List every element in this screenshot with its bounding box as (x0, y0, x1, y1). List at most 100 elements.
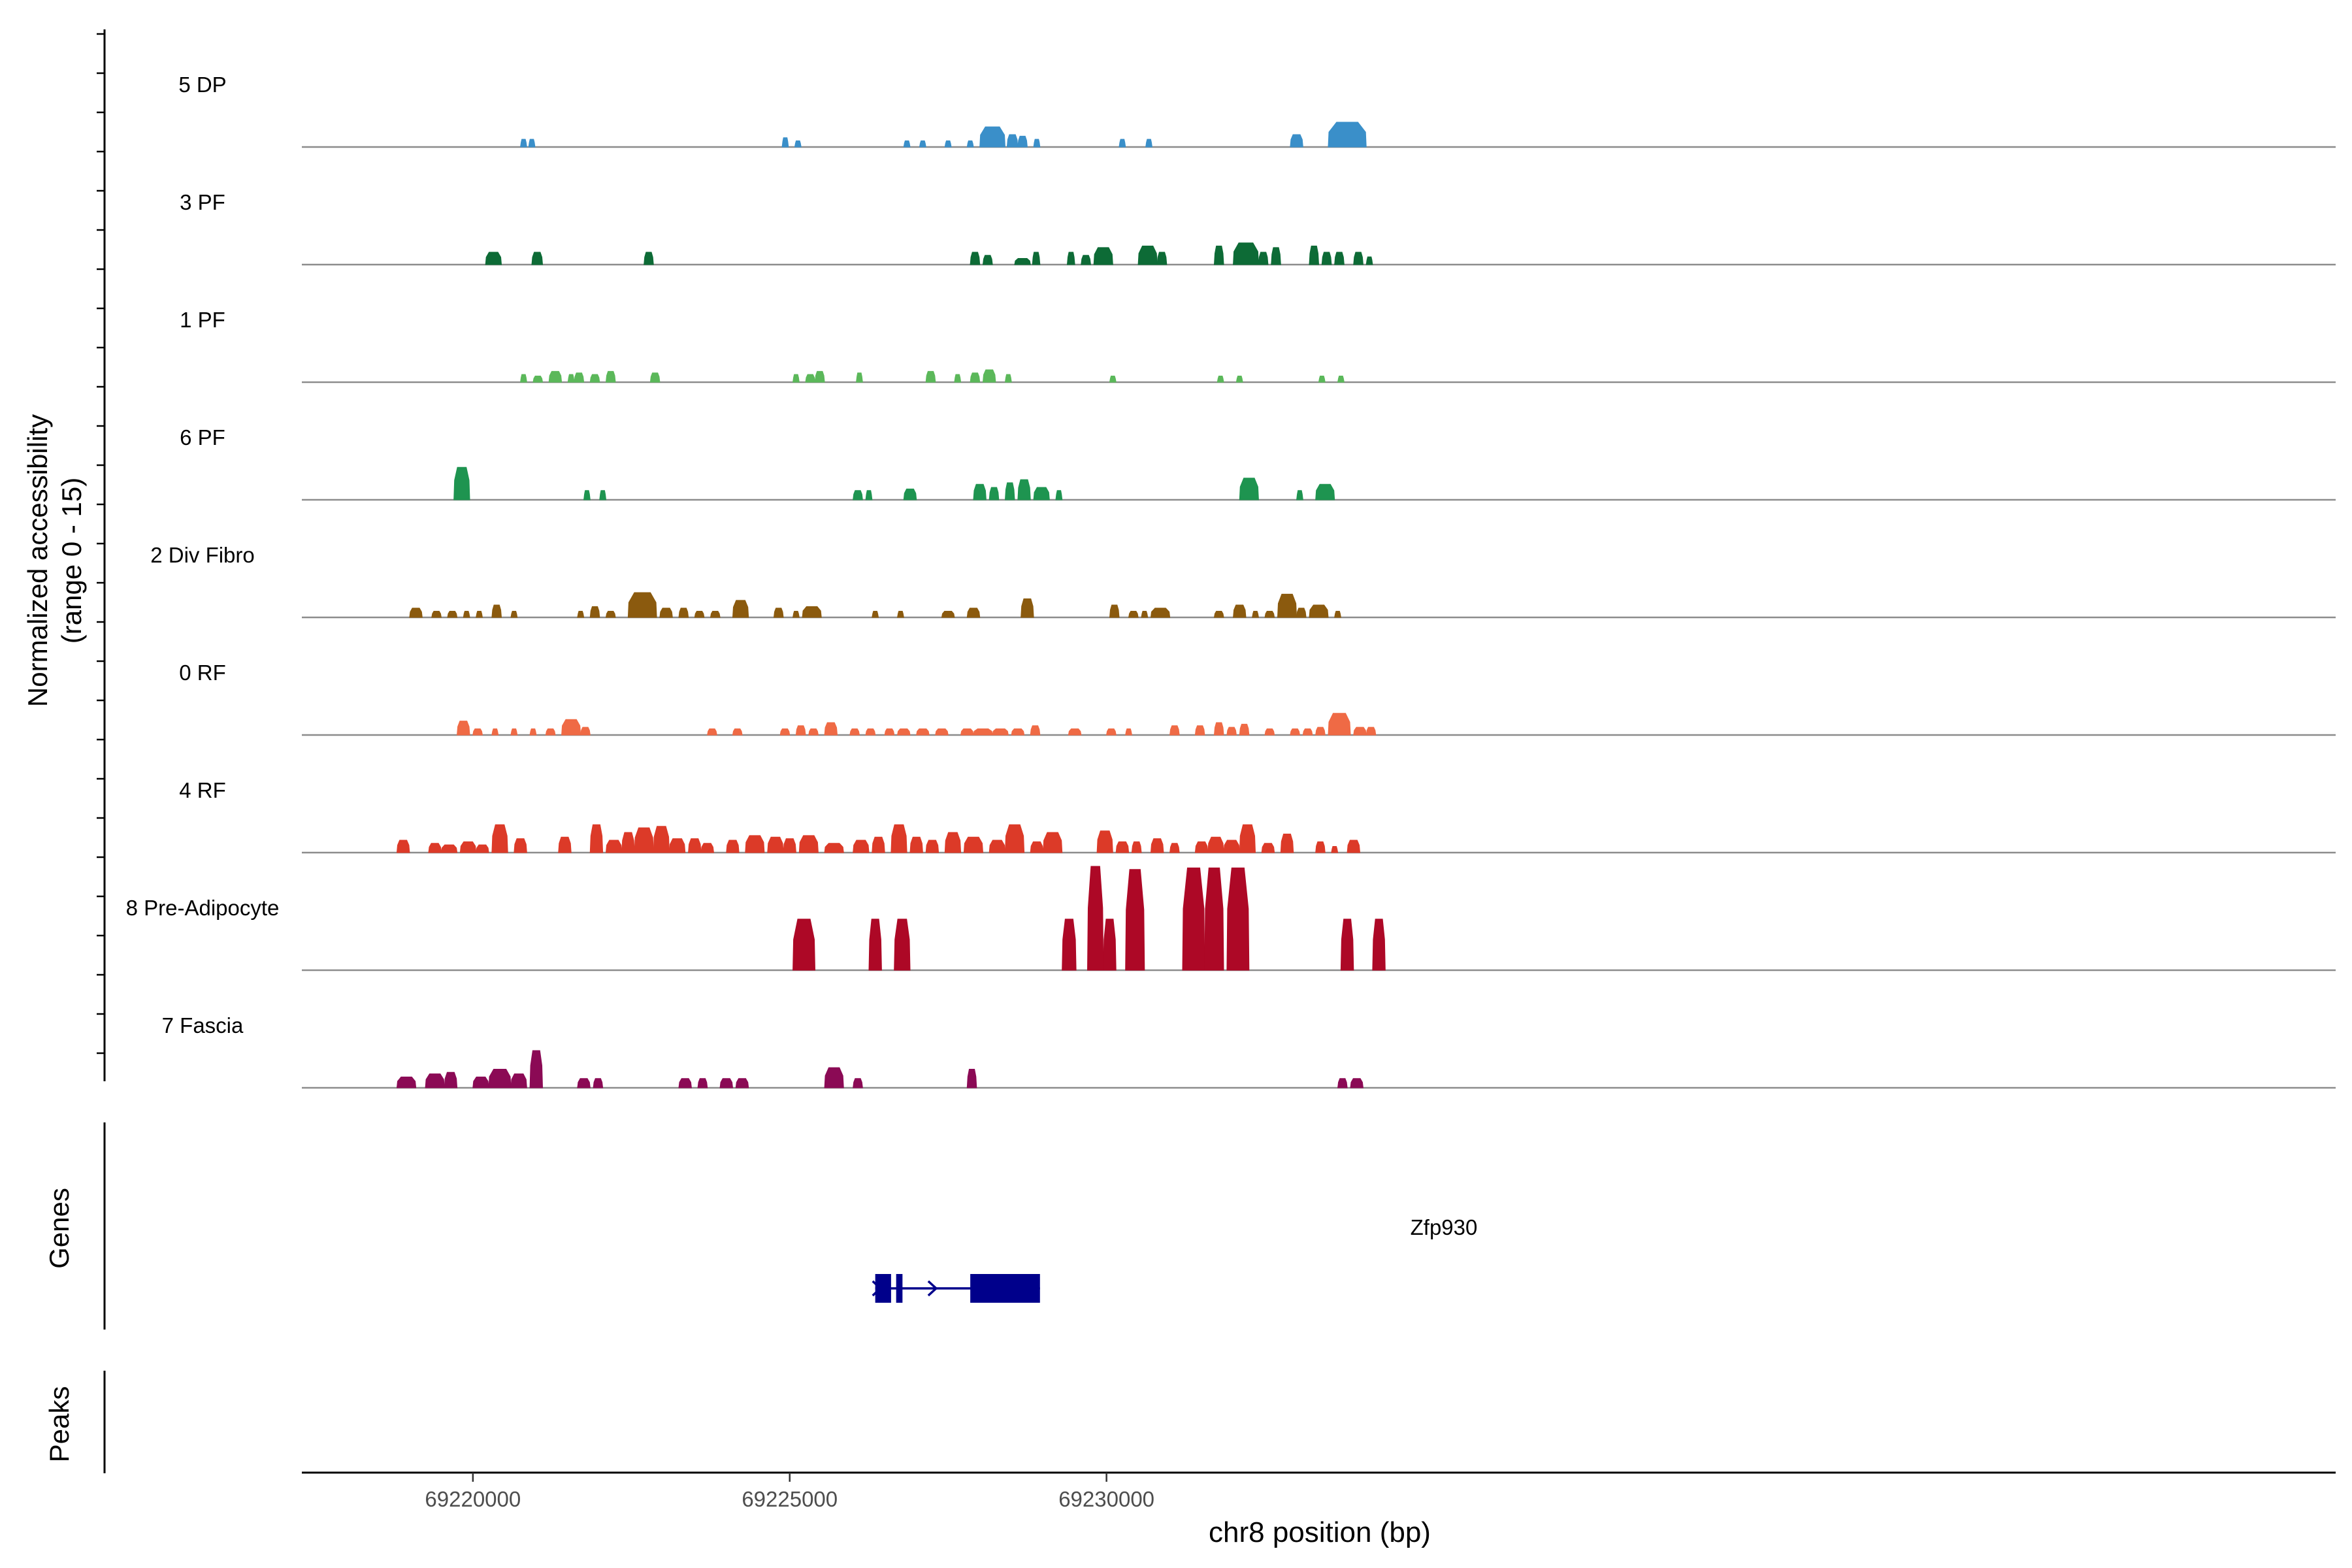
coverage-peak (548, 370, 563, 383)
coverage-peak (1004, 482, 1015, 500)
coverage-peak (1277, 593, 1298, 618)
coverage-peak (520, 139, 527, 148)
coverage-peak (726, 840, 740, 853)
coverage-peak (856, 372, 863, 383)
coverage-peak (935, 728, 949, 736)
coverage-peak (431, 611, 442, 618)
coverage-peak (649, 372, 661, 383)
coverage-peak (653, 826, 670, 853)
genes-track-label: Genes (44, 1188, 74, 1269)
coverage-peak (1137, 246, 1158, 265)
coverage-peak (428, 843, 442, 853)
coverage-peak (1043, 832, 1063, 853)
coverage-peak (897, 728, 911, 736)
coverage-peak (824, 1067, 844, 1088)
coverage-peak (1350, 1078, 1364, 1088)
coverage-peak (1353, 252, 1364, 265)
coverage-peak (1321, 252, 1332, 265)
coverage-peak (444, 1071, 458, 1088)
coverage-peak (697, 1078, 708, 1088)
coverage-peak (1328, 122, 1367, 148)
coverage-peak (779, 728, 791, 736)
coverage-peak (954, 374, 962, 383)
coverage-peak (982, 369, 996, 383)
coverage-peak (453, 466, 470, 500)
coverage-peak (459, 841, 477, 853)
coverage-peak (1296, 490, 1303, 500)
peaks-track-label: Peaks (44, 1386, 74, 1463)
coverage-peak (472, 728, 483, 736)
coverage-peak (1372, 919, 1386, 971)
coverage-tracks: 5 DP 3 PF 1 PF 6 PF 2 Div Fibro 0 RF 4 RF 8 Pre… (126, 73, 2336, 1089)
coverage-peak (773, 608, 784, 618)
track-label: 8 Pre-Adipocyte (126, 896, 280, 920)
coverage-peak (894, 919, 911, 971)
coverage-peak (1032, 252, 1041, 265)
coverage-peak (1315, 727, 1326, 736)
gene-exon (875, 1274, 891, 1303)
coverage-peak (732, 600, 749, 618)
track-label: 3 PF (180, 190, 225, 214)
track-label: 0 RF (179, 661, 226, 685)
coverage-peak (1068, 728, 1082, 736)
coverage-peak (678, 608, 689, 618)
coverage-peak (868, 919, 882, 971)
coverage-peak (1006, 134, 1019, 148)
coverage-peak (1131, 841, 1142, 853)
coverage-peak (849, 728, 860, 736)
coverage-peak (1150, 608, 1171, 618)
x-tick-label: 69225000 (742, 1487, 838, 1511)
coverage-peak (593, 1078, 604, 1088)
coverage-peak (1309, 604, 1329, 618)
coverage-peak (853, 490, 863, 500)
coverage-peak (621, 832, 635, 853)
coverage-peak (970, 252, 981, 265)
coverage-peak (1115, 841, 1130, 853)
x-tick-label: 69230000 (1058, 1487, 1154, 1511)
coverage-peak (798, 835, 819, 853)
coverage-peak (577, 1078, 591, 1088)
coverage-peak (659, 608, 673, 618)
coverage-peak (794, 140, 802, 148)
track-label: 7 Fascia (162, 1013, 244, 1037)
coverage-peak (396, 1076, 417, 1088)
coverage-peak (710, 611, 721, 618)
track-label: 5 DP (178, 73, 226, 97)
track-6-pf: 6 PF (180, 425, 2336, 501)
coverage-peak (903, 488, 917, 500)
coverage-peak (491, 604, 502, 618)
coverage-peak (510, 1073, 527, 1088)
coverage-peak (1318, 376, 1326, 383)
track-label: 4 RF (179, 778, 226, 802)
coverage-peak (1194, 725, 1205, 736)
coverage-peak (1119, 139, 1126, 148)
coverage-peak (1125, 869, 1145, 971)
coverage-peak (1239, 723, 1250, 736)
coverage-peak (960, 728, 974, 736)
coverage-peak (605, 370, 616, 383)
coverage-peak (1169, 725, 1180, 736)
coverage-peak (1128, 611, 1139, 618)
coverage-peak (1213, 611, 1224, 618)
coverage-peak (1337, 1078, 1348, 1088)
coverage-peak (767, 836, 784, 853)
coverage-peak (447, 611, 458, 618)
track-8-pre-adipocyte: 8 Pre-Adipocyte (126, 866, 2336, 972)
coverage-peak (1204, 867, 1224, 971)
coverage-peak (1365, 256, 1373, 265)
coverage-peak (1004, 824, 1025, 853)
coverage-peak (1213, 722, 1224, 736)
coverage-peak (1207, 836, 1224, 853)
coverage-peak (476, 611, 483, 618)
coverage-peak (865, 490, 873, 500)
coverage-peak (1353, 727, 1367, 736)
coverage-peak (808, 728, 819, 736)
coverage-peak (1017, 479, 1031, 500)
coverage-peak (1264, 611, 1275, 618)
coverage-peak (865, 728, 876, 736)
coverage-peak (1213, 246, 1224, 265)
coverage-peak (963, 836, 984, 853)
coverage-peak (1302, 728, 1313, 736)
coverage-peak (1334, 611, 1341, 618)
coverage-peak (1033, 487, 1050, 500)
